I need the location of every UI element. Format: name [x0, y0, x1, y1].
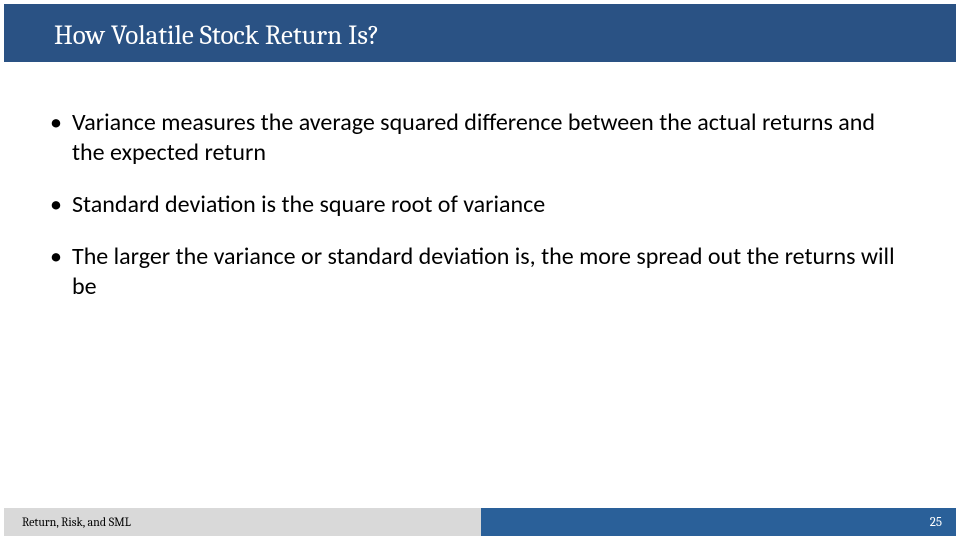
slide-title: How Volatile Stock Return Is? — [54, 22, 379, 49]
slide-body: Variance measures the average squared di… — [50, 108, 910, 324]
list-item: Standard deviation is the square root of… — [50, 190, 910, 220]
list-item: The larger the variance or standard devi… — [50, 242, 910, 302]
bullet-text: Variance measures the average squared di… — [72, 108, 875, 167]
list-item: Variance measures the average squared di… — [50, 108, 910, 168]
footer-left-text: Return, Risk, and SML — [22, 515, 131, 529]
bullet-list: Variance measures the average squared di… — [50, 108, 910, 302]
slide: How Volatile Stock Return Is? Variance m… — [0, 0, 960, 540]
bullet-text: The larger the variance or standard devi… — [72, 242, 895, 301]
title-bar: How Volatile Stock Return Is? — [4, 4, 956, 62]
page-number: 25 — [930, 515, 942, 530]
footer-accent — [481, 508, 956, 536]
bullet-text: Standard deviation is the square root of… — [72, 190, 545, 219]
